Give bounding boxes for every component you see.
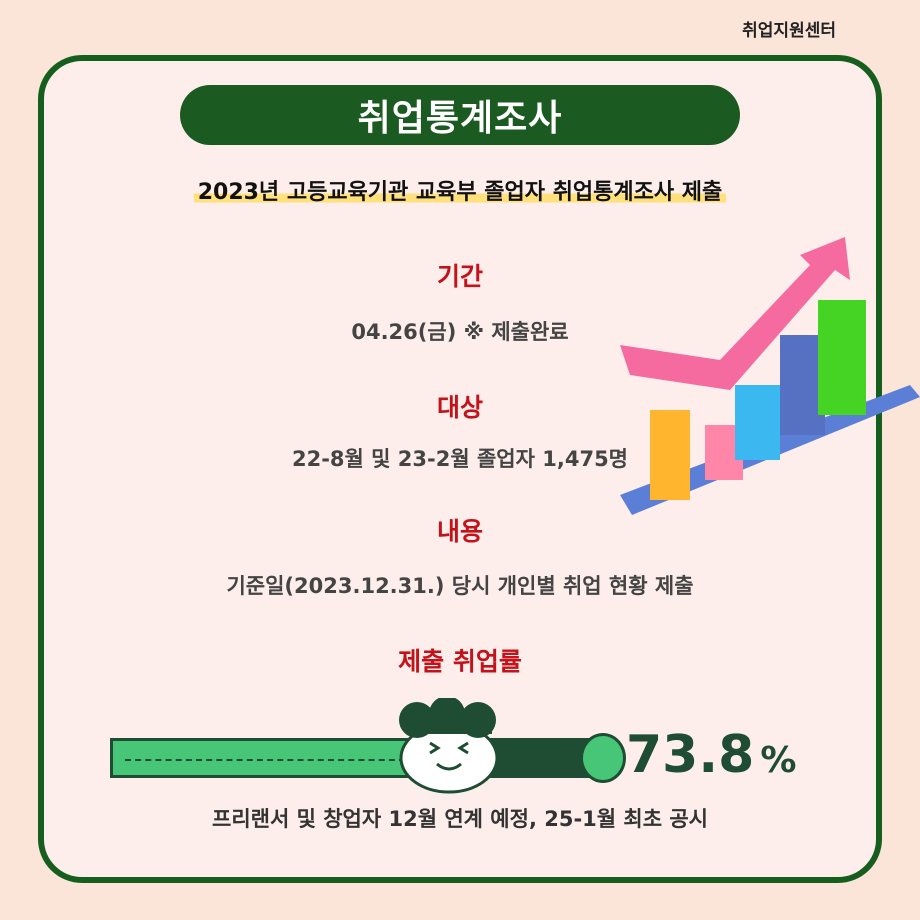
content-heading: 내용 xyxy=(436,517,483,546)
bar-green xyxy=(818,300,866,415)
progress-fill xyxy=(110,738,416,778)
progress-dash xyxy=(125,759,405,761)
footnote: 프리랜서 및 창업자 12월 연계 예정, 25-1월 최초 공시 xyxy=(212,807,708,831)
growth-arrow-icon xyxy=(620,237,850,390)
rate-value: 73.8 xyxy=(626,725,755,785)
employment-rate-progress xyxy=(110,733,626,783)
rate-heading: 제출 취업률 xyxy=(398,647,522,676)
target-heading: 대상 xyxy=(436,393,483,422)
bar-indigo xyxy=(780,335,825,435)
page-title: 취업통계조사 xyxy=(180,85,740,145)
period-body: 04.26(금) ※ 제출완료 xyxy=(351,320,569,344)
content-body: 기준일(2023.12.31.) 당시 개인별 취업 현황 제출 xyxy=(226,574,694,598)
subtitle: 2023년 고등교육기관 교육부 졸업자 취업통계조사 제출 xyxy=(0,174,920,206)
growth-chart-illustration xyxy=(620,237,920,515)
smiling-character-icon xyxy=(399,698,499,794)
subtitle-text: 2023년 고등교육기관 교육부 졸업자 취업통계조사 제출 xyxy=(193,180,727,205)
rate-unit: % xyxy=(760,740,797,781)
bar-blue xyxy=(735,385,780,460)
bar-orange xyxy=(650,410,690,500)
target-body: 22-8월 및 23-2월 졸업자 1,475명 xyxy=(291,447,628,471)
employment-rate: 73.8% xyxy=(626,725,796,785)
period-heading: 기간 xyxy=(436,262,483,291)
org-name: 취업지원센터 xyxy=(742,21,836,41)
progress-knob xyxy=(580,733,626,783)
